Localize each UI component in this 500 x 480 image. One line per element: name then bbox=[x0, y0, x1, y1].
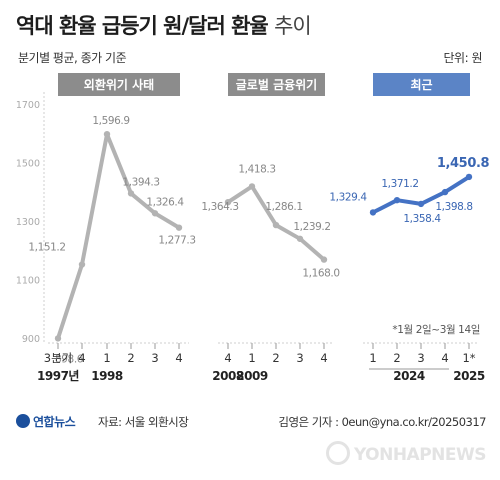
x-tick-label: 1 bbox=[103, 351, 110, 365]
data-point bbox=[296, 235, 304, 242]
data-label: 1,326.4 bbox=[146, 196, 184, 208]
data-label: 1,394.3 bbox=[122, 176, 159, 188]
x-tick-label: 2 bbox=[127, 351, 134, 365]
period-label: 외환위기 사태 bbox=[84, 77, 154, 92]
data-point bbox=[369, 209, 377, 216]
period-band bbox=[58, 73, 180, 96]
watermark: YONHAPNEWS bbox=[325, 441, 487, 465]
data-point bbox=[393, 196, 401, 204]
subtitle: 분기별 평균, 종가 기준 bbox=[18, 51, 127, 65]
year-label: 1998 bbox=[91, 369, 123, 383]
data-point bbox=[272, 221, 280, 229]
year-label: 1997년 bbox=[37, 369, 79, 383]
x-tick-label: 4 bbox=[441, 351, 448, 365]
watermark-text: YONHAPNEWS bbox=[353, 445, 487, 465]
data-point bbox=[441, 188, 449, 196]
period-label: 최근 bbox=[410, 77, 432, 92]
data-point bbox=[320, 256, 328, 263]
data-point bbox=[224, 198, 232, 206]
x-tick-label: 4 bbox=[224, 351, 231, 365]
title-suffix: 추이 bbox=[274, 14, 312, 38]
period-label: 글로벌 금융위기 bbox=[236, 77, 317, 92]
y-tick-label: 1700 bbox=[16, 100, 40, 111]
chart-note: *1월 2일~3월 14일 bbox=[392, 323, 480, 336]
data-label: 1,286.1 bbox=[265, 201, 302, 213]
x-tick-label: 1 bbox=[248, 351, 255, 365]
x-tick-label: 3 bbox=[151, 351, 158, 365]
period-band bbox=[228, 73, 325, 96]
y-tick-label: 1300 bbox=[16, 217, 40, 228]
data-label: 1,418.3 bbox=[238, 163, 275, 175]
x-tick-label: 2 bbox=[393, 351, 400, 365]
unit-label: 단위: 원 bbox=[443, 51, 483, 65]
x-tick-label: 1* bbox=[462, 351, 475, 365]
series-line bbox=[56, 132, 181, 341]
data-label: 1,596.9 bbox=[92, 115, 129, 127]
y-tick-label: 900 bbox=[22, 334, 40, 345]
source-text: 자료: 서울 외환시장 bbox=[98, 415, 189, 429]
data-label: 1,371.2 bbox=[381, 178, 418, 190]
data-label: 898.6 bbox=[55, 353, 84, 365]
data-label: 1,358.4 bbox=[403, 213, 441, 225]
x-tick-label: 3 bbox=[417, 351, 424, 365]
data-point bbox=[417, 200, 425, 208]
data-point bbox=[103, 130, 111, 138]
year-label: 2009 bbox=[236, 369, 268, 383]
title-main: 역대 환율 급등기 원/달러 환율 bbox=[16, 14, 269, 38]
x-tick-label: 4 bbox=[78, 351, 85, 365]
data-label: 1,168.0 bbox=[302, 268, 339, 280]
y-tick-label: 1100 bbox=[16, 276, 40, 287]
page-title: 역대 환율 급등기 원/달러 환율 추이 bbox=[16, 10, 312, 40]
data-point bbox=[151, 210, 159, 217]
watermark-logo-icon bbox=[325, 441, 350, 465]
data-point bbox=[248, 183, 256, 190]
yonhap-logo: 연합뉴스 bbox=[16, 413, 76, 430]
year-label: 2008 bbox=[212, 369, 244, 383]
x-tick-label: 2 bbox=[272, 351, 279, 365]
logo-text: 연합뉴스 bbox=[33, 415, 76, 429]
year-label: 2025 bbox=[453, 369, 485, 383]
data-point bbox=[54, 335, 62, 342]
data-point bbox=[175, 224, 183, 231]
data-label: 1,329.4 bbox=[329, 191, 367, 203]
x-tick-label: 1 bbox=[369, 351, 376, 365]
data-label: 1,277.3 bbox=[158, 235, 195, 247]
data-point bbox=[465, 173, 473, 181]
data-label: 1,364.3 bbox=[201, 201, 238, 213]
x-tick-label: 4 bbox=[320, 351, 327, 365]
data-label: 1,239.2 bbox=[293, 221, 330, 233]
x-tick-label: 4 bbox=[175, 351, 182, 365]
yonhap-logo-icon bbox=[16, 414, 30, 428]
year-label: 2024 bbox=[393, 369, 425, 383]
y-tick-label: 1500 bbox=[16, 159, 40, 170]
data-label: 1,398.8 bbox=[435, 201, 472, 213]
x-tick-label: 3 bbox=[296, 351, 303, 365]
data-label: 1,151.2 bbox=[28, 242, 65, 254]
credit-text: 김영은 기자 : 0eun@yna.co.kr/20250317 bbox=[278, 415, 486, 429]
exchange-rate-chart: 900 1100 1300 1500 1700 외환위기 사태 글로벌 금융위기 최근 898.… bbox=[16, 73, 490, 383]
data-point bbox=[127, 190, 135, 197]
data-label: 1,450.8 bbox=[437, 156, 490, 171]
period-band bbox=[373, 73, 470, 96]
x-tick-label: 3분기 bbox=[44, 351, 72, 365]
data-point bbox=[78, 261, 86, 268]
